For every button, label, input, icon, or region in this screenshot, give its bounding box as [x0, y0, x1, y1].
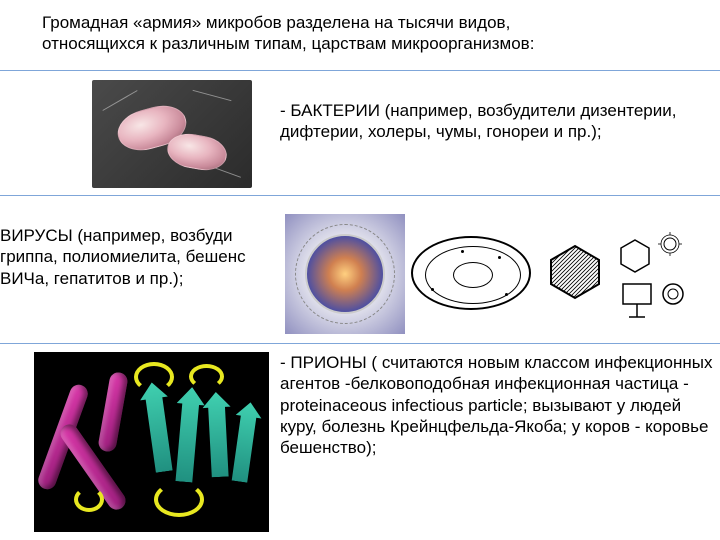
bacteria-image [92, 80, 252, 188]
intro-text: Громадная «армия» микробов разделена на … [42, 12, 602, 55]
divider-3 [0, 343, 720, 344]
divider-2 [0, 195, 720, 196]
prion-text: - ПРИОНЫ ( считаются новым классом инфек… [280, 352, 720, 458]
prion-image [34, 352, 269, 532]
virus-line-1: ВИРУСЫ (например, возбуди [0, 226, 233, 245]
virus-line-3: ВИЧа, гепатитов и пр.); [0, 269, 183, 288]
divider-1 [0, 70, 720, 71]
virus-text: ВИРУСЫ (например, возбуди гриппа, полиом… [0, 225, 290, 289]
virus-diagram-image [405, 214, 705, 334]
bacteria-text: - БАКТЕРИИ (например, возбудители дизент… [280, 100, 700, 143]
virus-line-2: гриппа, полиомиелита, бешенс [0, 247, 246, 266]
virus-color-image [285, 214, 405, 334]
